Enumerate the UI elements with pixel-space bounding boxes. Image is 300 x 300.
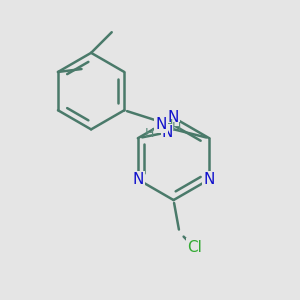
Text: H: H xyxy=(171,122,181,134)
Text: N: N xyxy=(155,117,166,132)
Text: Cl: Cl xyxy=(187,240,202,255)
Text: N: N xyxy=(204,172,215,187)
Text: N: N xyxy=(162,125,173,140)
Text: N: N xyxy=(132,172,143,187)
Text: H: H xyxy=(144,127,154,140)
Text: H: H xyxy=(164,118,173,131)
Text: N: N xyxy=(168,110,179,125)
